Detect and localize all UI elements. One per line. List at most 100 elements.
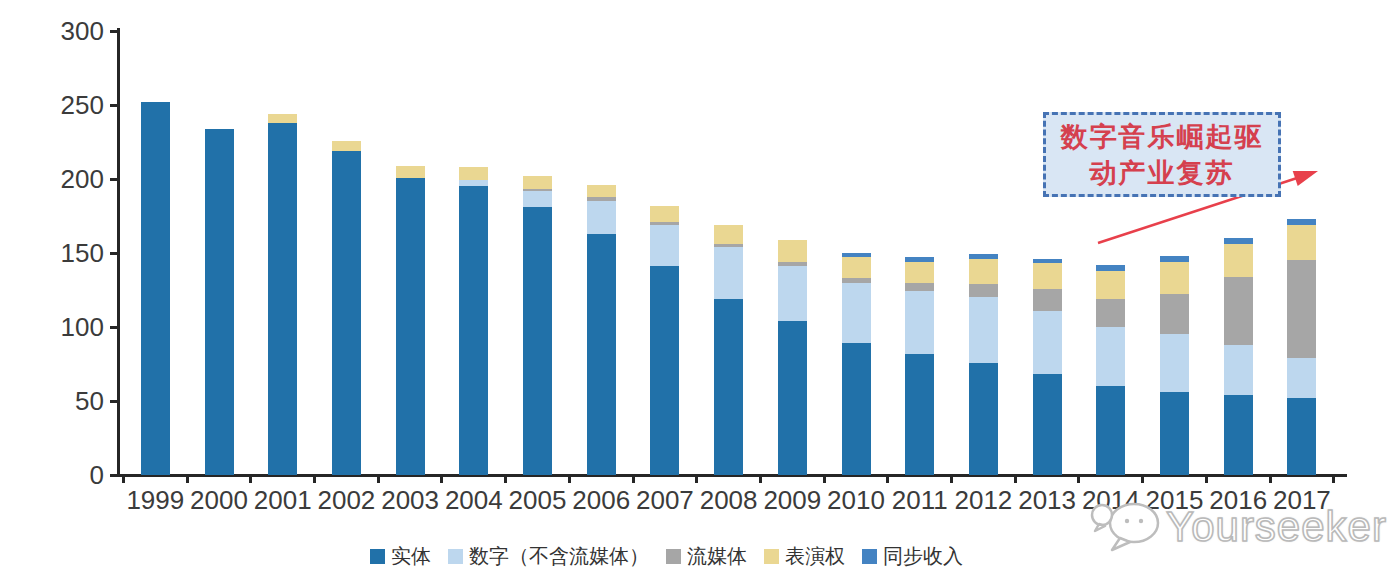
bar-segment	[1287, 219, 1316, 225]
bar-segment	[969, 259, 998, 284]
x-tick	[249, 474, 252, 483]
y-tick-label: 300	[32, 16, 104, 46]
legend-swatch-icon	[370, 549, 385, 564]
x-tick	[823, 474, 826, 483]
bar-segment	[587, 234, 616, 475]
bar-segment	[778, 321, 807, 475]
y-tick-label: 50	[32, 386, 104, 416]
bar-segment	[650, 266, 679, 475]
legend-label: 表演权	[785, 543, 845, 570]
legend: 实体 数字（不含流媒体） 流媒体 表演权 同步收入	[370, 543, 963, 570]
bar-segment	[396, 178, 425, 475]
bar-segment	[587, 201, 616, 234]
legend-item: 表演权	[764, 543, 845, 570]
x-tick	[186, 474, 189, 483]
bar-segment	[905, 354, 934, 475]
bar-segment	[842, 278, 871, 282]
legend-label: 数字（不含流媒体）	[469, 543, 649, 570]
annotation-text-line2: 动产业复苏	[1090, 155, 1235, 191]
bar-segment	[141, 102, 170, 475]
bar-segment	[523, 176, 552, 189]
bar-segment	[332, 141, 361, 151]
y-tick-label: 200	[32, 164, 104, 194]
bar-segment	[1224, 238, 1253, 244]
x-tick	[759, 474, 762, 483]
bar-segment	[778, 262, 807, 266]
bar-segment	[587, 185, 616, 197]
x-tick	[1077, 474, 1080, 483]
x-tick	[377, 474, 380, 483]
y-tick	[110, 178, 119, 181]
legend-label: 同步收入	[883, 543, 963, 570]
yourseeker-logo-icon	[1090, 500, 1162, 554]
bar-segment	[650, 206, 679, 222]
legend-swatch-icon	[764, 549, 779, 564]
bar-segment	[842, 257, 871, 278]
y-tick	[110, 30, 119, 33]
bar-segment	[1287, 260, 1316, 358]
bar-segment	[842, 253, 871, 257]
bar-segment	[714, 225, 743, 244]
bar-segment	[205, 129, 234, 475]
legend-label: 流媒体	[687, 543, 747, 570]
legend-swatch-icon	[666, 549, 681, 564]
bar-segment	[332, 151, 361, 475]
bar-segment	[905, 262, 934, 283]
y-tick-label: 250	[32, 90, 104, 120]
legend-swatch-icon	[862, 549, 877, 564]
bar-segment	[842, 343, 871, 475]
bar-segment	[1160, 334, 1189, 392]
y-tick-label: 150	[32, 238, 104, 268]
y-tick	[110, 400, 119, 403]
bar-segment	[1096, 327, 1125, 386]
bar-segment	[650, 222, 679, 225]
legend-item: 同步收入	[862, 543, 963, 570]
legend-swatch-icon	[448, 549, 463, 564]
bar-segment	[1033, 289, 1062, 311]
bar-segment	[268, 114, 297, 123]
x-tick	[950, 474, 953, 483]
bar-segment	[1224, 277, 1253, 345]
watermark: Yourseeker	[1090, 500, 1387, 554]
x-tick	[1014, 474, 1017, 483]
y-tick-label: 0	[32, 460, 104, 490]
bar-segment	[1096, 386, 1125, 475]
x-tick	[1269, 474, 1272, 483]
bar-segment	[969, 363, 998, 475]
bar-segment	[1224, 244, 1253, 277]
x-tick	[695, 474, 698, 483]
annotation-callout: 数字音乐崛起驱 动产业复苏	[1043, 112, 1281, 197]
bar-segment	[396, 166, 425, 178]
x-tick	[886, 474, 889, 483]
bar-segment	[714, 299, 743, 475]
bar-segment	[1096, 265, 1125, 271]
bar-segment	[905, 257, 934, 261]
x-tick	[632, 474, 635, 483]
x-tick	[313, 474, 316, 483]
bar-segment	[1033, 259, 1062, 263]
bar-segment	[1096, 271, 1125, 299]
bar-segment	[1287, 398, 1316, 475]
x-tick	[1205, 474, 1208, 483]
bar-segment	[1160, 294, 1189, 334]
bar-segment	[1224, 395, 1253, 475]
bar-segment	[1033, 311, 1062, 375]
bar-segment	[714, 247, 743, 299]
x-tick	[1141, 474, 1144, 483]
bar-segment	[459, 186, 488, 475]
bar-segment	[650, 225, 679, 266]
bar-segment	[905, 291, 934, 353]
bar-segment	[1160, 256, 1189, 262]
x-tick	[440, 474, 443, 483]
bar-segment	[1160, 392, 1189, 475]
bar-segment	[714, 244, 743, 247]
x-tick	[504, 474, 507, 483]
y-tick	[110, 104, 119, 107]
legend-item: 实体	[370, 543, 431, 570]
legend-item: 流媒体	[666, 543, 747, 570]
y-tick	[110, 474, 119, 477]
bar-segment	[523, 191, 552, 207]
bar-segment	[778, 240, 807, 262]
bar-segment	[1033, 263, 1062, 288]
bar-segment	[459, 167, 488, 180]
